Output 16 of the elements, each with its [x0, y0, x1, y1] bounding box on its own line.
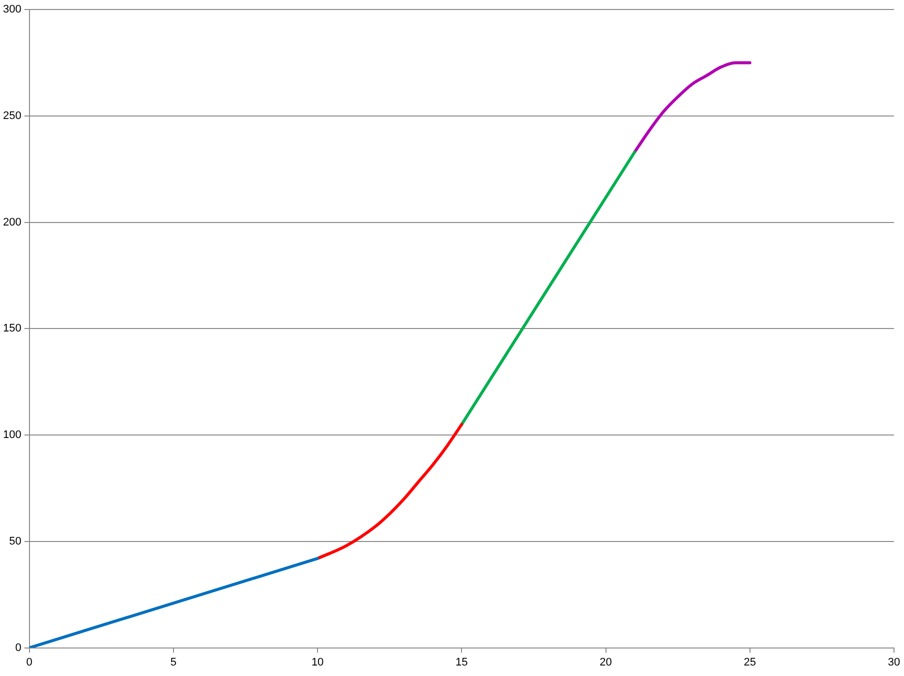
x-tick-label: 15	[456, 656, 468, 668]
y-tick-label: 200	[2, 216, 22, 228]
x-tick-label: 25	[744, 656, 756, 668]
line-series	[316, 422, 464, 560]
x-tick-label: 10	[311, 656, 324, 668]
y-tick-label: 150	[2, 322, 22, 335]
line-series	[633, 61, 752, 154]
y-tick-label: 0	[15, 642, 22, 654]
y-tick-label: 250	[2, 110, 22, 122]
y-tick-label: 300	[2, 4, 22, 16]
x-tick-label: 5	[170, 656, 177, 668]
y-tick-label: 50	[9, 535, 22, 548]
x-tick-label: 0	[26, 656, 32, 668]
x-tick-label: 20	[600, 656, 612, 668]
y-tick-label: 100	[2, 429, 22, 442]
x-tick-label: 30	[888, 656, 900, 668]
